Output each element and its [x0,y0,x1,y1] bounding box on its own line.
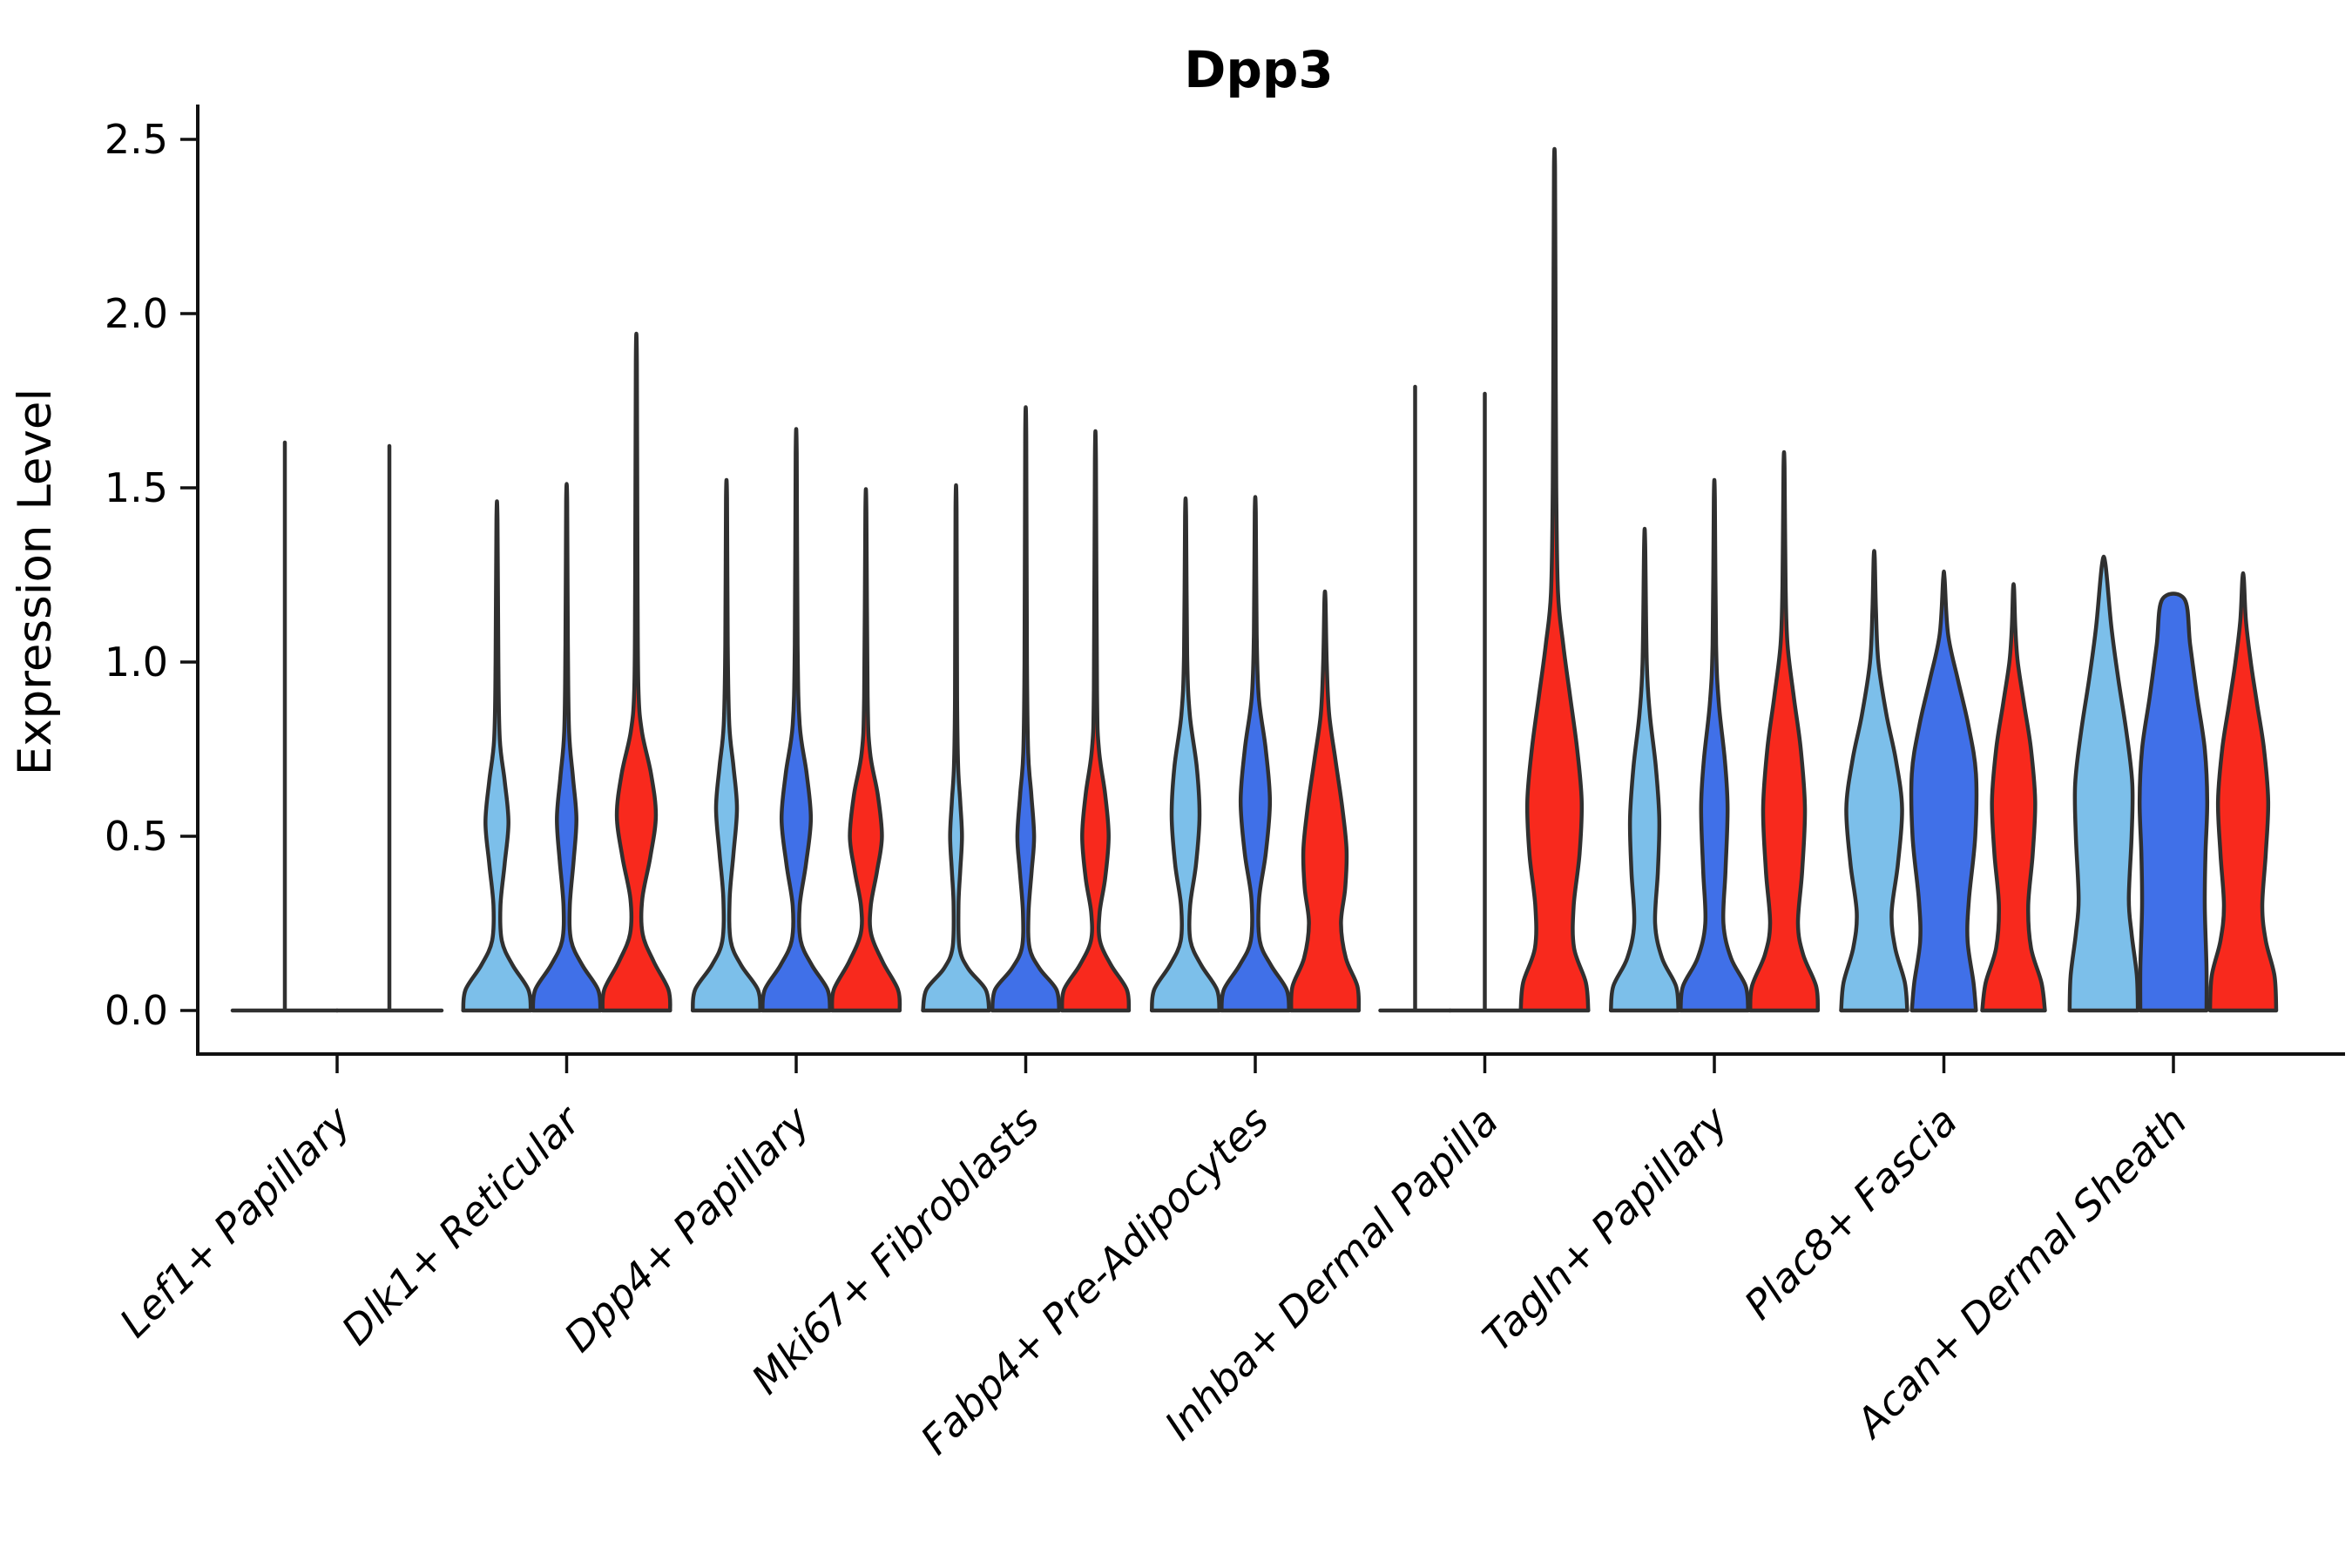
violin [2137,591,2210,1013]
violin [1839,549,1909,1013]
violin [2207,571,2279,1013]
violin [990,405,1062,1013]
violin [1219,495,1292,1013]
violin [760,427,833,1013]
violin-degenerate [1448,391,1522,1013]
violin [1149,496,1222,1013]
violin [1608,526,1681,1013]
violin [1518,146,1591,1013]
violin [1909,569,1979,1013]
violin [2067,554,2140,1013]
x-category-label: Lef1+ Papillary [111,1097,360,1346]
x-category-label: Plac8+ Fascia [1735,1098,1966,1328]
violin [829,487,902,1013]
violin [921,483,991,1013]
y-tick-label: 0.5 [105,813,168,860]
chart-title: Dpp3 [1184,40,1334,99]
violins [230,146,2279,1013]
violin [1678,477,1751,1013]
x-category-label: Dlk1+ Reticular [333,1095,591,1354]
violin-degenerate [230,440,340,1013]
y-tick-label: 1.5 [105,464,168,511]
y-axis-label: Expression Level [9,389,62,775]
y-tick-label: 1.0 [105,639,168,686]
violin [600,331,672,1013]
violin [1059,429,1132,1013]
violin [1747,449,1821,1013]
y-tick-label: 2.5 [105,116,168,163]
y-tick-label: 2.0 [105,290,168,337]
violin [1288,589,1362,1013]
x-category-label: Dpp4+ Papillary [555,1097,819,1361]
x-category-label: Tagln+ Papillary [1473,1097,1737,1361]
violin [461,499,533,1013]
violin [690,477,763,1013]
violin-degenerate [1378,384,1452,1013]
y-tick-label: 0.0 [105,987,168,1034]
violin [1980,582,2047,1013]
violin [531,482,603,1013]
violin-degenerate [335,443,444,1013]
